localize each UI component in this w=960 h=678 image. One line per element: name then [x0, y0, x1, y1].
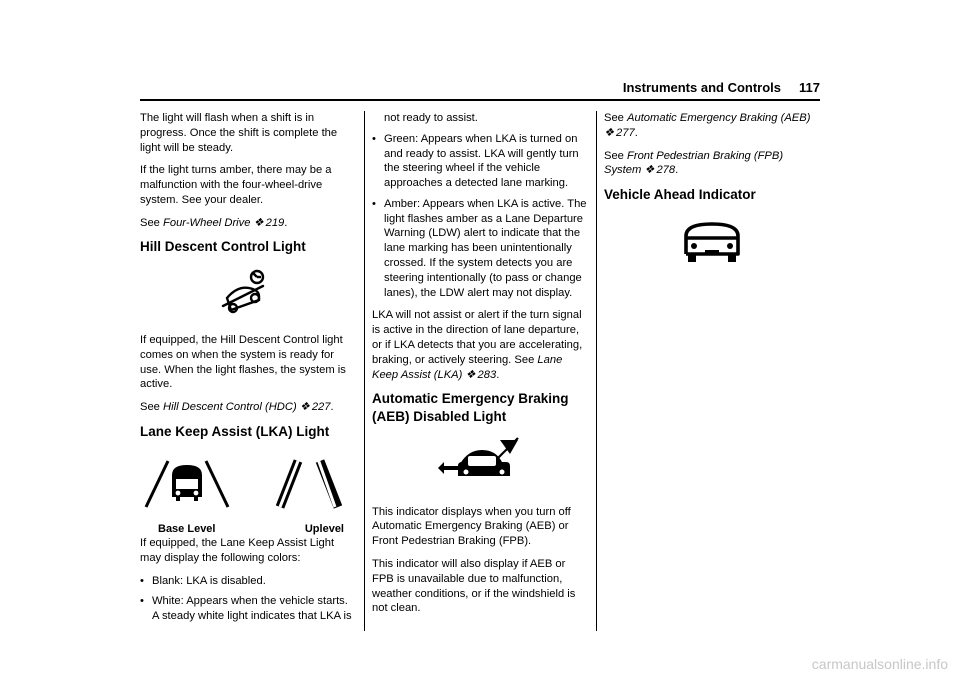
section-title: Instruments and Controls [623, 80, 781, 95]
header-rule [140, 99, 820, 101]
heading-hdc: Hill Descent Control Light [140, 238, 356, 256]
body-text: If the light turns amber, there may be a… [140, 163, 356, 207]
body-text: If equipped, the Lane Keep Assist Light … [140, 536, 356, 566]
heading-lka: Lane Keep Assist (LKA) Light [140, 423, 356, 441]
body-text: The light will flash when a shift is in … [140, 111, 356, 155]
list-item: Green: Appears when LKA is turned on and… [372, 132, 588, 191]
lka-base-icon [140, 449, 234, 518]
see-reference: See Four-Wheel Drive 219. [140, 216, 356, 231]
see-reference: See Front Pedestrian Braking (FPB) Syste… [604, 149, 820, 179]
heading-vai: Vehicle Ahead Indicator [604, 186, 820, 204]
caption-uplevel: Uplevel [305, 522, 344, 537]
list-item: Blank: LKA is disabled. [140, 574, 356, 589]
body-text: This indicator displays when you turn of… [372, 505, 588, 549]
heading-aeb: Automatic Emergency Braking (AEB) Disabl… [372, 390, 588, 426]
body-text: LKA will not assist or alert if the turn… [372, 308, 588, 382]
see-reference: See Automatic Emergency Braking (AEB) 27… [604, 111, 820, 141]
caption-base: Base Level [158, 522, 215, 537]
body-text: This indicator will also display if AEB … [372, 557, 588, 616]
lka-captions: Base Level Uplevel [140, 520, 356, 537]
body-text: If equipped, the Hill Descent Control li… [140, 333, 356, 392]
aeb-disabled-icon [372, 436, 588, 493]
hdc-icon [140, 266, 356, 321]
list-item: Amber: Appears when LKA is active. The l… [372, 197, 588, 300]
lka-icons-row [140, 449, 356, 518]
see-reference: See Hill Descent Control (HDC) 227. [140, 400, 356, 415]
content-columns: The light will flash when a shift is in … [140, 111, 820, 631]
watermark: carmanualsonline.info [812, 656, 948, 672]
lka-uplevel-icon [262, 449, 356, 518]
page-header: Instruments and Controls 117 [140, 80, 820, 99]
manual-page: Instruments and Controls 117 The light w… [140, 80, 820, 640]
vehicle-ahead-icon [604, 214, 820, 275]
page-number: 117 [799, 80, 820, 95]
